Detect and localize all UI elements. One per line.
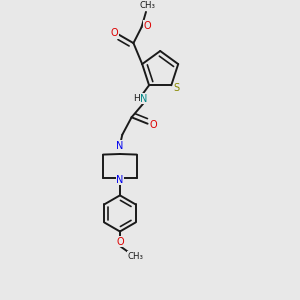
Text: S: S	[173, 83, 180, 93]
Text: O: O	[150, 120, 157, 130]
Text: O: O	[116, 237, 124, 247]
Text: CH₃: CH₃	[140, 1, 156, 10]
Text: CH₃: CH₃	[128, 252, 143, 261]
Text: N: N	[140, 94, 148, 104]
Text: N: N	[116, 141, 124, 151]
Text: H: H	[134, 94, 140, 103]
Text: O: O	[110, 28, 118, 38]
Text: N: N	[116, 175, 124, 184]
Text: O: O	[144, 21, 151, 31]
